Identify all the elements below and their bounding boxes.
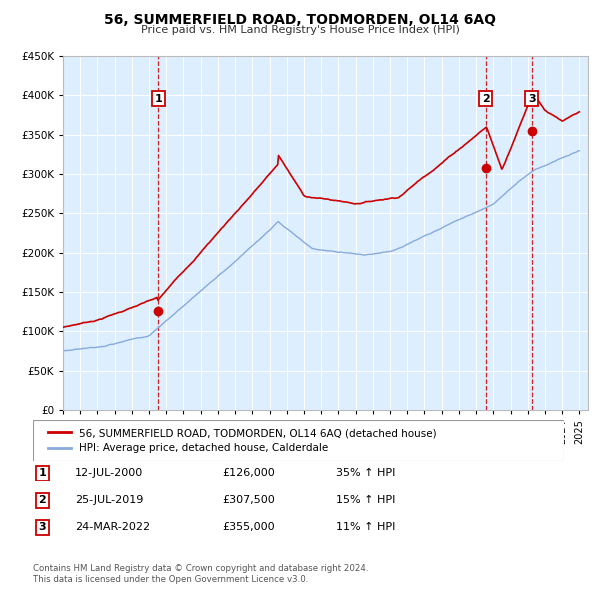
Legend: 56, SUMMERFIELD ROAD, TODMORDEN, OL14 6AQ (detached house), HPI: Average price, : 56, SUMMERFIELD ROAD, TODMORDEN, OL14 6A… xyxy=(44,424,441,457)
Text: Contains HM Land Registry data © Crown copyright and database right 2024.: Contains HM Land Registry data © Crown c… xyxy=(33,565,368,573)
Text: 11% ↑ HPI: 11% ↑ HPI xyxy=(336,523,395,532)
Text: £307,500: £307,500 xyxy=(222,496,275,505)
Text: This data is licensed under the Open Government Licence v3.0.: This data is licensed under the Open Gov… xyxy=(33,575,308,584)
Text: 1: 1 xyxy=(154,94,162,103)
Text: 3: 3 xyxy=(528,94,536,103)
Text: 12-JUL-2000: 12-JUL-2000 xyxy=(75,468,143,478)
Text: Price paid vs. HM Land Registry's House Price Index (HPI): Price paid vs. HM Land Registry's House … xyxy=(140,25,460,35)
Text: 2: 2 xyxy=(38,496,46,505)
Text: 25-JUL-2019: 25-JUL-2019 xyxy=(75,496,143,505)
Text: 35% ↑ HPI: 35% ↑ HPI xyxy=(336,468,395,478)
Text: 56, SUMMERFIELD ROAD, TODMORDEN, OL14 6AQ: 56, SUMMERFIELD ROAD, TODMORDEN, OL14 6A… xyxy=(104,13,496,27)
Text: 24-MAR-2022: 24-MAR-2022 xyxy=(75,523,150,532)
Text: 3: 3 xyxy=(38,523,46,532)
Text: 15% ↑ HPI: 15% ↑ HPI xyxy=(336,496,395,505)
Text: £355,000: £355,000 xyxy=(222,523,275,532)
Text: 1: 1 xyxy=(38,468,46,478)
Text: £126,000: £126,000 xyxy=(222,468,275,478)
Text: 2: 2 xyxy=(482,94,490,103)
